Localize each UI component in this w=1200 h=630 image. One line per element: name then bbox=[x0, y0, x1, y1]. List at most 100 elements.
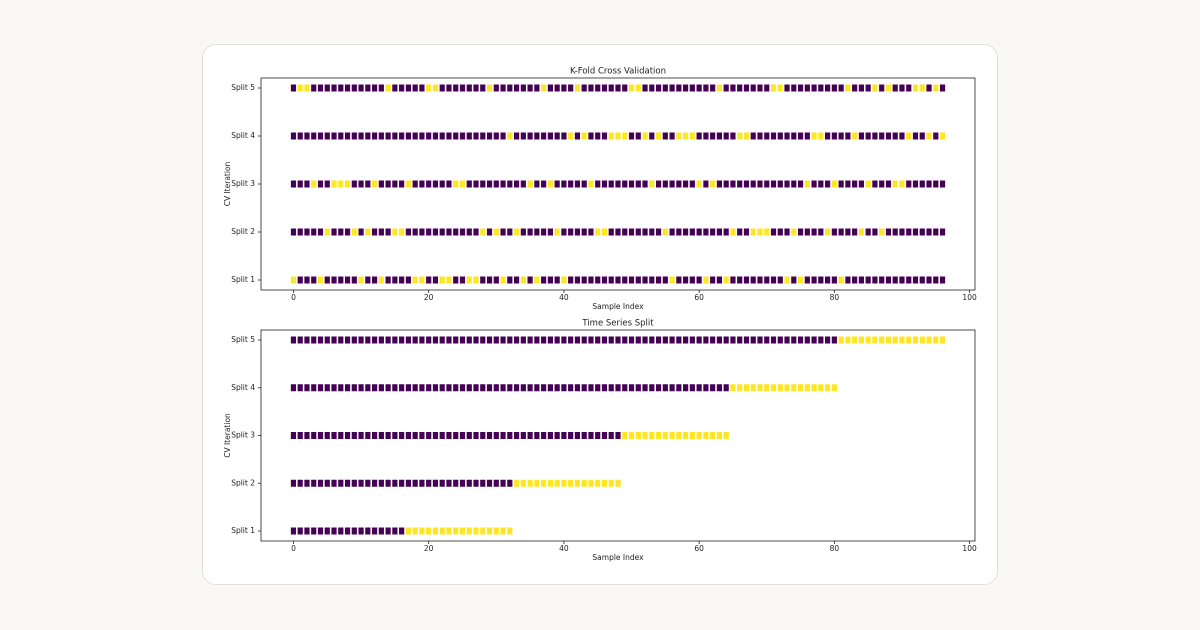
sample-marker bbox=[527, 228, 533, 236]
sample-marker bbox=[615, 84, 621, 92]
sample-marker bbox=[439, 84, 445, 92]
sample-marker bbox=[554, 384, 560, 392]
y-tick-label: Split 5 bbox=[231, 83, 255, 92]
sample-marker bbox=[412, 527, 418, 535]
sample-marker bbox=[331, 384, 337, 392]
sample-marker bbox=[426, 479, 432, 487]
sample-marker bbox=[703, 432, 709, 439]
x-tick-label: 80 bbox=[830, 293, 840, 302]
sample-marker bbox=[689, 228, 695, 236]
sample-marker bbox=[588, 276, 594, 284]
sample-marker bbox=[628, 84, 635, 92]
sample-marker bbox=[344, 336, 351, 344]
sample-marker bbox=[818, 84, 824, 92]
x-tick-label: 40 bbox=[559, 544, 569, 553]
sample-marker bbox=[710, 84, 716, 92]
sample-marker bbox=[338, 384, 344, 392]
sample-marker bbox=[615, 384, 621, 392]
sample-marker bbox=[601, 479, 608, 487]
sample-marker bbox=[547, 276, 553, 284]
sample-marker bbox=[338, 479, 344, 487]
sample-marker bbox=[723, 384, 729, 392]
sample-marker bbox=[710, 132, 716, 140]
sample-marker bbox=[710, 228, 716, 236]
sample-marker bbox=[480, 479, 486, 487]
sample-marker bbox=[399, 180, 405, 188]
sample-marker bbox=[358, 132, 364, 140]
sample-marker bbox=[344, 384, 351, 392]
sample-marker bbox=[628, 132, 635, 140]
sample-marker bbox=[493, 276, 499, 284]
sample-marker bbox=[378, 84, 384, 92]
sample-marker bbox=[304, 479, 310, 487]
sample-marker bbox=[331, 527, 337, 535]
sample-marker bbox=[622, 336, 628, 344]
sample-marker bbox=[480, 384, 486, 392]
sample-marker bbox=[365, 228, 371, 236]
sample-marker bbox=[412, 228, 418, 236]
sample-marker bbox=[777, 336, 783, 344]
sample-marker bbox=[344, 527, 351, 535]
sample-marker bbox=[290, 132, 297, 140]
sample-marker bbox=[635, 336, 641, 344]
sample-marker bbox=[906, 228, 912, 236]
sample-marker bbox=[723, 276, 729, 284]
sample-marker bbox=[304, 276, 310, 284]
sample-marker bbox=[595, 384, 601, 392]
sample-marker bbox=[608, 432, 614, 439]
sample-marker bbox=[493, 384, 499, 392]
sample-marker bbox=[520, 432, 526, 439]
sample-marker bbox=[574, 84, 581, 92]
sample-marker bbox=[662, 180, 668, 188]
sample-marker bbox=[459, 336, 466, 344]
sample-marker bbox=[507, 132, 513, 140]
sample-marker bbox=[825, 180, 831, 188]
sample-marker bbox=[568, 479, 574, 487]
sample-marker bbox=[601, 384, 608, 392]
sample-marker bbox=[608, 132, 614, 140]
sample-marker bbox=[365, 527, 371, 535]
sample-marker bbox=[317, 84, 324, 92]
sample-marker bbox=[358, 180, 364, 188]
sample-marker bbox=[365, 276, 371, 284]
sample-marker bbox=[601, 336, 608, 344]
sample-marker bbox=[595, 276, 601, 284]
sample-marker bbox=[351, 228, 357, 236]
sample-marker bbox=[919, 84, 925, 92]
sample-marker bbox=[804, 180, 810, 188]
sample-marker bbox=[642, 132, 648, 140]
sample-marker bbox=[845, 84, 851, 92]
sample-marker bbox=[885, 132, 892, 140]
sample-marker bbox=[608, 384, 614, 392]
sample-marker bbox=[628, 228, 635, 236]
sample-marker bbox=[520, 84, 526, 92]
sample-marker bbox=[642, 180, 648, 188]
sample-marker bbox=[317, 228, 324, 236]
sample-marker bbox=[439, 132, 445, 140]
sample-marker bbox=[777, 180, 783, 188]
sample-marker bbox=[825, 336, 831, 344]
sample-marker bbox=[588, 132, 594, 140]
sample-marker bbox=[642, 384, 648, 392]
sample-marker bbox=[371, 527, 378, 535]
sample-marker bbox=[838, 180, 844, 188]
sample-marker bbox=[365, 479, 371, 487]
sample-marker bbox=[669, 336, 675, 344]
sample-marker bbox=[446, 228, 452, 236]
sample-marker bbox=[574, 132, 581, 140]
sample-marker bbox=[710, 276, 716, 284]
sample-marker bbox=[351, 132, 357, 140]
sample-marker bbox=[371, 132, 378, 140]
sample-marker bbox=[426, 180, 432, 188]
sample-marker bbox=[858, 228, 865, 236]
sample-marker bbox=[689, 336, 695, 344]
sample-marker bbox=[939, 180, 946, 188]
sample-marker bbox=[784, 84, 790, 92]
sample-marker bbox=[933, 132, 939, 140]
sample-marker bbox=[399, 384, 405, 392]
sample-marker bbox=[311, 479, 317, 487]
sample-marker bbox=[750, 336, 756, 344]
sample-marker bbox=[338, 336, 344, 344]
sample-marker bbox=[872, 276, 878, 284]
sample-marker bbox=[737, 384, 743, 392]
